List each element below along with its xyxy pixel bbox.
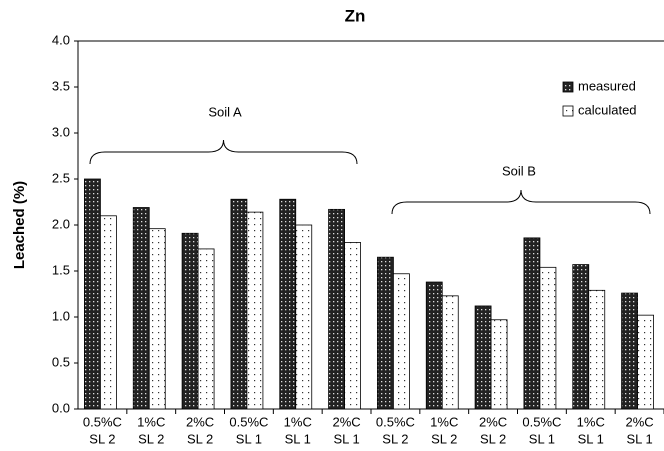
brace <box>391 189 651 215</box>
x-tick-label: 1%C <box>284 414 312 429</box>
x-tick-label: 0.5%C <box>229 414 268 429</box>
chart-title: Zn <box>345 6 366 25</box>
x-tick-label: SL 2 <box>187 431 213 446</box>
bar <box>490 319 508 410</box>
bar <box>621 292 638 410</box>
y-tick-label: 1.5 <box>52 262 70 277</box>
x-tick-label: 1%C <box>137 414 165 429</box>
bar <box>377 256 394 410</box>
legend-label: calculated <box>578 102 637 117</box>
legend-swatch <box>562 81 574 93</box>
bar <box>441 295 459 410</box>
bar <box>279 198 297 410</box>
x-tick-label: 2%C <box>479 414 507 429</box>
x-tick-label: SL 1 <box>529 431 555 446</box>
x-tick-label: SL 2 <box>138 431 164 446</box>
y-axis-label: Leached (%) <box>11 181 28 269</box>
x-tick-label: 2%C <box>186 414 214 429</box>
bar <box>393 273 410 410</box>
bar <box>100 215 117 410</box>
bar <box>539 266 557 410</box>
x-tick-label: SL 2 <box>382 431 408 446</box>
legend-swatch <box>562 105 574 117</box>
x-tick-label: SL 2 <box>480 431 506 446</box>
y-tick-label: 0.0 <box>52 400 70 415</box>
annotation: Soil A <box>208 104 242 119</box>
x-tick-label: SL 1 <box>626 431 652 446</box>
bar <box>588 289 606 410</box>
x-tick-label: SL 1 <box>236 431 262 446</box>
bar <box>148 228 166 410</box>
bar <box>132 207 150 410</box>
bar <box>295 224 313 410</box>
x-tick-label: 1%C <box>430 414 458 429</box>
brace <box>89 139 358 165</box>
bar <box>572 264 590 410</box>
bar <box>328 208 345 410</box>
annotation: Soil B <box>502 163 536 178</box>
bar <box>181 232 199 410</box>
y-tick-label: 2.5 <box>52 170 70 185</box>
x-tick-label: 0.5%C <box>522 414 561 429</box>
bar <box>474 305 492 410</box>
y-tick-label: 4.0 <box>52 32 70 47</box>
x-tick-label: SL 1 <box>578 431 604 446</box>
bar <box>637 314 654 410</box>
x-tick-label: SL 2 <box>431 431 457 446</box>
bar <box>344 242 361 410</box>
x-tick-label: SL 1 <box>285 431 311 446</box>
bar <box>84 178 101 410</box>
bar <box>425 281 443 410</box>
bar <box>246 211 264 410</box>
x-tick-label: SL 2 <box>89 431 115 446</box>
x-tick-label: SL 1 <box>333 431 359 446</box>
bar <box>523 237 541 410</box>
x-tick-label: 2%C <box>332 414 360 429</box>
bar <box>197 248 215 410</box>
x-tick-label: 0.5%C <box>83 414 122 429</box>
y-tick-label: 1.0 <box>52 308 70 323</box>
x-tick-label: 0.5%C <box>376 414 415 429</box>
y-tick-label: 3.0 <box>52 124 70 139</box>
y-tick-label: 2.0 <box>52 216 70 231</box>
y-tick-label: 3.5 <box>52 78 70 93</box>
legend-label: measured <box>578 78 636 93</box>
y-tick-label: 0.5 <box>52 354 70 369</box>
x-tick-label: 2%C <box>625 414 653 429</box>
bar <box>230 198 248 410</box>
x-tick-label: 1%C <box>577 414 605 429</box>
